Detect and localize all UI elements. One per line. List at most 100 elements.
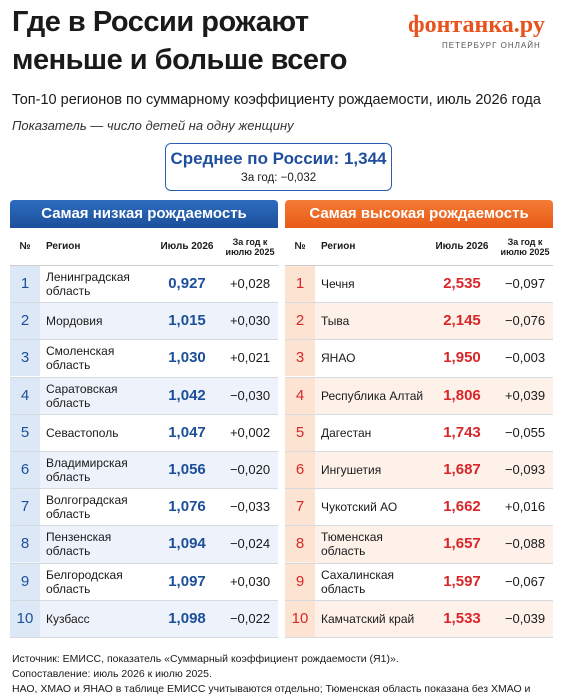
value: 1,056 <box>168 460 206 478</box>
table-row: 7 Чукотский АО 1,662 +0,016 <box>285 489 553 527</box>
value: 1,015 <box>168 312 206 330</box>
change: −0,055 <box>504 424 546 440</box>
row-number: 5 <box>285 414 315 451</box>
subtitle: Топ-10 регионов по суммарному коэффициен… <box>12 92 541 108</box>
row-number: 2 <box>285 303 315 340</box>
column-header: Регион <box>46 241 81 252</box>
region: Волгоградская область <box>46 493 128 522</box>
change: +0,021 <box>229 350 271 366</box>
average-change: За год: −0,032 <box>240 172 317 184</box>
change: +0,039 <box>504 387 546 403</box>
row-number: 3 <box>285 340 315 377</box>
value: 1,042 <box>168 386 206 404</box>
change: +0,028 <box>229 276 271 291</box>
region: Чечня <box>321 277 355 291</box>
region: Камчатский край <box>321 611 415 626</box>
column-header: Июль 2026 <box>160 241 214 252</box>
region: Кузбасс <box>46 611 90 626</box>
value: 1,950 <box>443 349 481 367</box>
table-row: 2 Мордовия 1,015 +0,030 <box>10 303 278 341</box>
change: −0,039 <box>504 610 546 626</box>
change: −0,003 <box>504 350 546 366</box>
region: Пензенская область <box>46 530 112 559</box>
row-number: 5 <box>10 414 40 451</box>
table-row: 2 Тыва 2,145 −0,076 <box>285 303 553 341</box>
table-row: 8 Тюменская область 1,657 −0,088 <box>285 526 553 564</box>
footer-line: Сопоставление: июль 2026 к июлю 2025. <box>12 668 212 680</box>
region: Белгородская область <box>46 567 123 596</box>
table-row: 9 Белгородская область 1,097 +0,030 <box>10 563 278 601</box>
value: 0,927 <box>168 275 206 292</box>
column-header: Регион <box>321 241 356 252</box>
value: 1,533 <box>443 609 481 627</box>
region: Чукотский АО <box>321 500 398 515</box>
row-number: 4 <box>10 377 40 414</box>
row-number: 4 <box>285 377 315 414</box>
row-number: 6 <box>10 451 40 488</box>
change: −0,020 <box>229 461 271 477</box>
table-row: 5 Севастополь 1,047 +0,002 <box>10 414 278 452</box>
row-number: 9 <box>10 563 40 600</box>
average-box: Среднее по России: 1,344 За год: −0,032 <box>165 143 392 191</box>
note: Показатель — число детей на одну женщину <box>12 118 294 133</box>
value: 1,076 <box>168 498 206 516</box>
column-header: № <box>19 241 31 252</box>
row-number: 1 <box>10 266 40 302</box>
value: 1,687 <box>443 460 481 478</box>
value: 2,535 <box>443 275 481 292</box>
table-row: 7 Волгоградская область 1,076 −0,033 <box>10 489 278 527</box>
footer: Источник: ЕМИСС, показатель «Суммарный к… <box>12 652 561 700</box>
column-header-row: № Регион Июль 2026 За год к июлю 2025 <box>10 228 278 266</box>
change: +0,030 <box>229 573 271 589</box>
region: Смоленская область <box>46 344 115 373</box>
column-header-row: № Регион Июль 2026 За год к июлю 2025 <box>285 228 553 266</box>
row-number: 1 <box>285 266 315 302</box>
row-number: 7 <box>10 489 40 526</box>
table-row: 1 Ленинградская область 0,927 +0,028 <box>10 266 278 304</box>
region: Ингушетия <box>321 462 382 477</box>
change: −0,022 <box>229 610 271 626</box>
value: 1,662 <box>443 498 481 516</box>
value: 1,098 <box>168 609 206 627</box>
value: 1,094 <box>168 535 206 553</box>
row-number: 2 <box>10 303 40 340</box>
row-number: 10 <box>285 600 315 637</box>
table-row: 10 Кузбасс 1,098 −0,022 <box>10 600 278 638</box>
table-row: 10 Камчатский край 1,533 −0,039 <box>285 600 553 638</box>
change: −0,067 <box>504 573 546 589</box>
row-number: 9 <box>285 563 315 600</box>
region: Ленинградская область <box>46 270 130 298</box>
value: 1,743 <box>443 423 481 441</box>
column-header: За год к июлю 2025 <box>225 236 275 257</box>
table-title: Самая высокая рождаемость <box>285 200 553 228</box>
footer-line: Источник: ЕМИСС, показатель «Суммарный к… <box>12 653 399 665</box>
table-row: 1 Чечня 2,535 −0,097 <box>285 266 553 304</box>
title: Где в России рожают <box>12 6 309 38</box>
region: Сахалинская область <box>321 567 395 596</box>
table-row: 3 ЯНАО 1,950 −0,003 <box>285 340 553 378</box>
row-number: 8 <box>285 526 315 563</box>
logo-sub: ПЕТЕРБУРГ ОНЛАЙН <box>442 41 541 50</box>
row-number: 10 <box>10 600 40 637</box>
table-row: 3 Смоленская область 1,030 +0,021 <box>10 340 278 378</box>
average-title: Среднее по России: 1,344 <box>170 149 387 168</box>
value: 1,030 <box>168 349 206 367</box>
table-high: Самая высокая рождаемость № Регион Июль 202… <box>285 200 553 638</box>
change: +0,002 <box>229 424 271 440</box>
logo: фонтанка.ру <box>408 12 545 38</box>
value: 1,597 <box>443 572 481 590</box>
table-row: 5 Дагестан 1,743 −0,055 <box>285 414 553 452</box>
table-title: Самая низкая рождаемость <box>10 200 278 228</box>
value: 1,806 <box>443 386 481 404</box>
column-header: Июль 2026 <box>435 241 489 252</box>
region: Мордовия <box>46 314 103 329</box>
table-low: Самая низкая рождаемость № Регион Июль 2026… <box>10 200 278 638</box>
change: −0,033 <box>229 499 271 515</box>
region: Дагестан <box>321 425 372 440</box>
title: меньше и больше всего <box>12 44 347 76</box>
table-row: 6 Владимирская область 1,056 −0,020 <box>10 451 278 490</box>
row-number: 6 <box>285 451 315 488</box>
footer-line: НАО, ХМАО и ЯНАО в таблице ЕМИСС учитыва… <box>12 683 531 700</box>
value: 1,047 <box>168 423 206 441</box>
